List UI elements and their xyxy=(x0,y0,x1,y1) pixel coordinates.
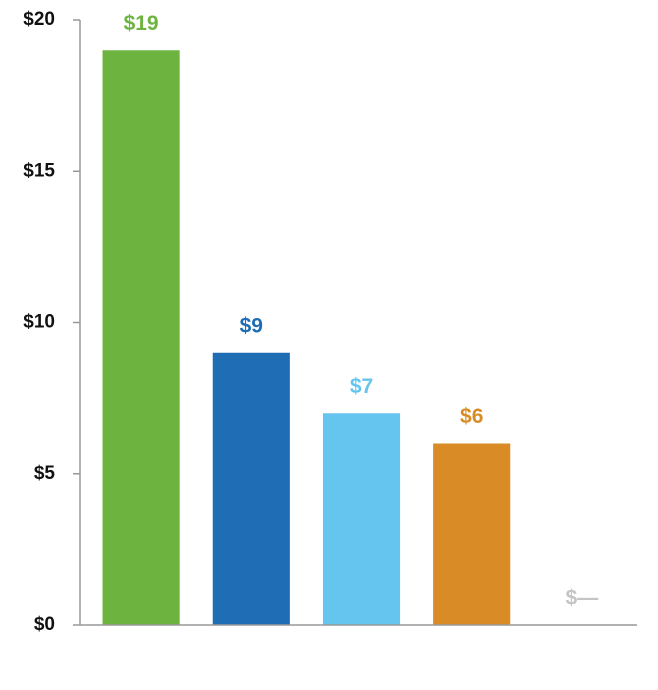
bar xyxy=(102,50,180,625)
value-label: $6 xyxy=(460,405,483,428)
value-label: $9 xyxy=(240,314,263,337)
y-tick-label: $0 xyxy=(34,614,55,635)
value-label: $7 xyxy=(350,375,373,398)
y-tick-label: $10 xyxy=(23,312,55,333)
bar xyxy=(212,352,290,625)
value-label: $— xyxy=(566,587,599,610)
bar xyxy=(322,413,401,625)
y-tick-label: $5 xyxy=(34,463,56,484)
value-label: $19 xyxy=(124,12,159,35)
y-tick-label: $15 xyxy=(23,160,55,181)
y-tick-label: $20 xyxy=(23,9,55,30)
bar xyxy=(433,443,511,625)
